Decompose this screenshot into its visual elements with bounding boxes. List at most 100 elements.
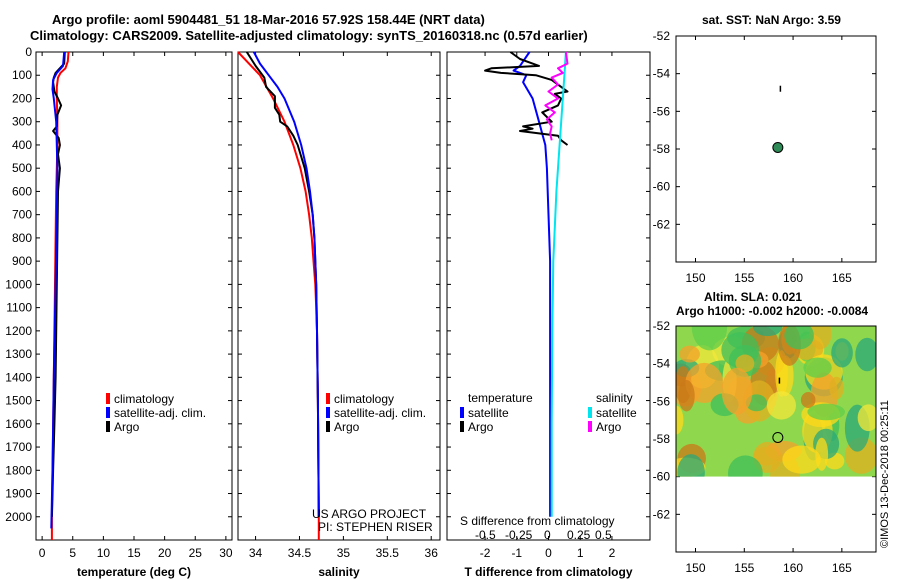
- credit-pi: PI: STEPHEN RISER: [318, 520, 433, 534]
- legend-label-argo: Argo: [334, 420, 360, 434]
- x-tick-label: 150: [685, 271, 705, 285]
- series-line-argo: [245, 51, 320, 517]
- legend-label-satellite: satellite-adj. clim.: [114, 406, 206, 420]
- profile-location-marker: [772, 141, 784, 153]
- y-tick-label: 1100: [6, 301, 32, 315]
- x-tick-label: 35.5: [376, 546, 400, 560]
- legend-swatch-satellite: [106, 407, 110, 418]
- heatmap-cell: [855, 337, 876, 372]
- heatmap-cell: [807, 403, 845, 421]
- x-tick-label: 165: [832, 561, 852, 575]
- y-tick-label: -52: [653, 319, 671, 333]
- legend-swatch-argo-temp: [460, 421, 464, 432]
- x-tick-label: 155: [734, 561, 754, 575]
- y-tick-label: -54: [653, 357, 671, 371]
- title-line-1: Argo profile: aoml 5904481_51 18-Mar-201…: [52, 12, 485, 27]
- legend-swatch-satellite-sal: [588, 407, 592, 418]
- y-tick-label: 700: [12, 208, 32, 222]
- x-tick-label: 20: [158, 546, 172, 560]
- heatmap-cell: [735, 354, 755, 373]
- heatmap-cell: [677, 454, 705, 477]
- y-tick-label: -56: [653, 104, 671, 118]
- y-tick-label: 600: [12, 184, 32, 198]
- s-difference-label: S difference from climatology: [460, 514, 615, 528]
- salinity-panel: 34 34.5 35 35.5 36 salinity: [237, 51, 441, 579]
- heatmap-cell: [800, 392, 816, 409]
- legend-swatch-climatology: [106, 393, 110, 404]
- plot-frame: [446, 51, 651, 541]
- difference-panel: -2 -1 0 1 2 T difference from climatology: [446, 51, 651, 579]
- legend-swatch-climatology: [326, 393, 330, 404]
- legend-label-satellite: satellite: [468, 406, 509, 420]
- y-tick-label: 2000: [5, 510, 32, 524]
- y-tick-label: -52: [653, 29, 671, 43]
- y-tick-label: 1600: [5, 417, 32, 431]
- legend-label-argo: Argo: [468, 420, 494, 434]
- x-axis-label: temperature (deg C): [77, 565, 191, 579]
- legend-label-climatology: climatology: [114, 392, 174, 406]
- legend-heading-temperature: temperature: [468, 391, 533, 405]
- s-tick: -0.25: [505, 528, 533, 542]
- s-tick: 0: [544, 528, 551, 542]
- y-tick-label: 1400: [5, 370, 32, 384]
- x-tick-label: 0: [39, 546, 46, 560]
- legend-swatch-satellite: [326, 407, 330, 418]
- heatmap-cell: [685, 362, 724, 403]
- credit-project: US ARGO PROJECT: [312, 507, 427, 521]
- y-tick-label: 1900: [5, 487, 32, 501]
- legend-swatch-argo-sal: [588, 421, 592, 432]
- x-tick-label: 25: [189, 546, 203, 560]
- heatmap-cell: [676, 405, 684, 435]
- heatmap-cell: [678, 379, 695, 412]
- heatmap-cell: [721, 367, 753, 415]
- map-h-title: Argo h1000: -0.002 h2000: -0.0084: [676, 304, 868, 318]
- legend-swatch-argo: [106, 421, 110, 432]
- x-tick-label: 160: [783, 271, 803, 285]
- map-sst-title: sat. SST: NaN Argo: 3.59: [702, 13, 841, 27]
- s-tick: 0.25: [567, 528, 591, 542]
- legend-label-argo: Argo: [596, 420, 622, 434]
- sla-heatmap: [676, 326, 876, 477]
- y-tick-label: 1500: [5, 394, 32, 408]
- legend-swatch-argo: [326, 421, 330, 432]
- y-tick-label: 0: [25, 45, 32, 59]
- x-tick-label: 34.5: [288, 546, 312, 560]
- heatmap-cell: [782, 445, 821, 474]
- heatmap-cell: [679, 345, 700, 363]
- title-line-2: Climatology: CARS2009. Satellite-adjuste…: [30, 28, 588, 43]
- x-tick-label: 155: [734, 271, 754, 285]
- y-tick-label: 1000: [5, 277, 32, 291]
- plot-frame: [35, 51, 233, 541]
- x-axis-label: salinity: [318, 565, 360, 579]
- y-tick-label: 1300: [5, 347, 32, 361]
- y-tick-label: -58: [653, 142, 671, 156]
- sst-map-panel: -52 -54 -56 -58 -60 -62 150 155 160 165: [653, 29, 877, 285]
- y-tick-label: -62: [653, 217, 671, 231]
- series-line-argo-salinity-: [544, 51, 569, 141]
- x-tick-label: 5: [69, 546, 76, 560]
- y-tick-label: -54: [653, 67, 671, 81]
- series-line-satellite-salinity-: [550, 51, 567, 517]
- x-tick-label: 2: [609, 546, 616, 560]
- series-line-argo-temperature-: [484, 51, 569, 146]
- legend-label-satellite: satellite-adj. clim.: [334, 406, 426, 420]
- x-tick-label: -2: [480, 546, 491, 560]
- y-tick-label: -60: [653, 470, 671, 484]
- x-tick-label: 10: [97, 546, 111, 560]
- x-tick-label: 36: [425, 546, 439, 560]
- y-tick-label: -60: [653, 180, 671, 194]
- heatmap-cell: [831, 338, 853, 368]
- y-tick-label: -58: [653, 432, 671, 446]
- s-tick: 0.5: [595, 528, 612, 542]
- heatmap-cell: [829, 376, 844, 400]
- map-frame: [675, 325, 877, 553]
- y-tick-label: 200: [12, 91, 32, 105]
- x-tick-label: -1: [511, 546, 522, 560]
- s-tick: -0.5: [475, 528, 496, 542]
- y-tick-label: 1700: [5, 440, 32, 454]
- x-tick-label: 15: [127, 546, 141, 560]
- series-line-satellite-adj-clim-: [50, 51, 66, 529]
- y-tick-label: 1200: [5, 324, 32, 338]
- temperature-panel: 0100200300400500600700800900100011001200…: [5, 45, 233, 579]
